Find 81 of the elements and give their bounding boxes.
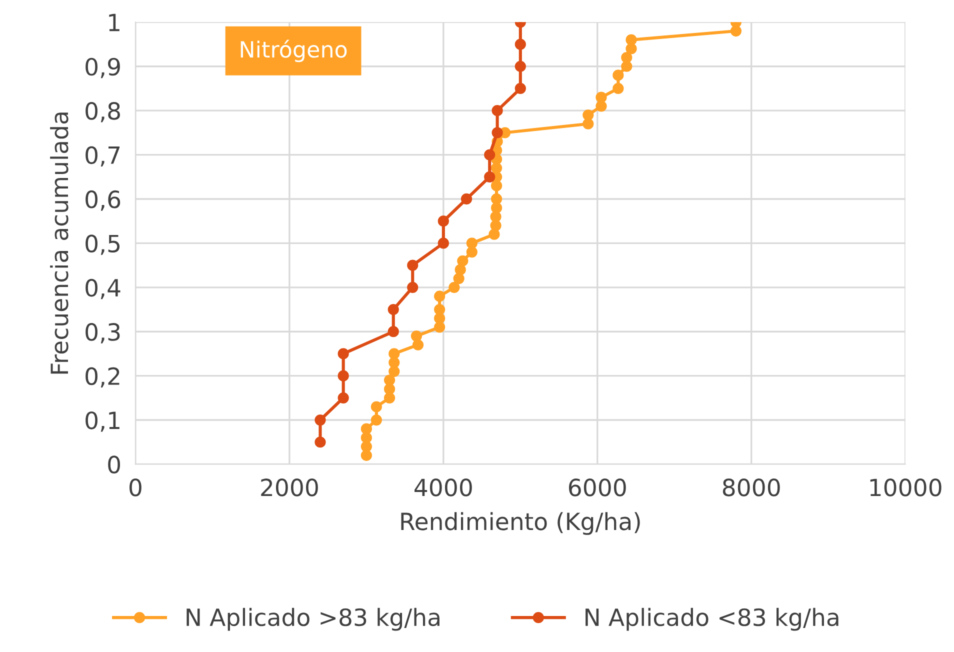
point — [612, 82, 624, 94]
point — [338, 370, 349, 382]
x-tick-label: 6000 — [569, 478, 626, 496]
point — [460, 193, 472, 205]
point — [582, 118, 594, 130]
point — [457, 255, 468, 266]
point — [384, 384, 396, 395]
point — [388, 326, 399, 338]
point — [407, 260, 418, 271]
point — [388, 348, 400, 360]
point — [582, 109, 594, 121]
point — [434, 322, 446, 333]
point — [388, 304, 399, 316]
y-tick-label: 0,3 — [86, 323, 120, 344]
y-axis-title: Frecuencia acumulada — [50, 112, 68, 374]
point — [438, 238, 449, 249]
y-tick-label: 0,8 — [86, 102, 120, 122]
point — [438, 216, 449, 227]
point — [492, 105, 503, 116]
point — [384, 374, 396, 386]
legend-label: N Aplicado <83 kg/ha — [586, 608, 838, 631]
point — [492, 127, 503, 138]
y-tick-label: 0,5 — [86, 234, 120, 255]
point — [384, 392, 396, 404]
point — [514, 38, 526, 50]
y-tick-label: 0,6 — [86, 190, 120, 211]
legend-label: N Aplicado >83 kg/ha — [186, 608, 440, 631]
point — [360, 432, 372, 444]
point — [730, 25, 742, 37]
point — [453, 273, 464, 284]
point — [434, 290, 446, 302]
point — [490, 180, 502, 192]
point — [490, 220, 502, 232]
point — [360, 440, 372, 452]
x-tick-label: 8000 — [722, 478, 780, 496]
point — [388, 366, 400, 377]
point — [514, 82, 526, 94]
y-tick-label: 0,7 — [86, 146, 120, 166]
point — [596, 92, 607, 103]
point — [314, 436, 326, 448]
point — [370, 401, 382, 412]
point — [484, 149, 496, 160]
point — [490, 162, 502, 174]
point — [388, 356, 400, 368]
x-tick-label: 10000 — [870, 478, 942, 496]
point — [410, 330, 422, 342]
point — [338, 392, 349, 404]
y-tick-label: 1 — [109, 14, 120, 32]
point — [466, 246, 478, 258]
point — [612, 70, 624, 81]
point — [514, 60, 526, 72]
point — [314, 414, 326, 426]
point — [626, 34, 637, 46]
x-axis-title: Rendimiento (Kg/ha) — [401, 512, 640, 535]
point — [370, 414, 382, 426]
point — [360, 450, 372, 461]
point — [490, 211, 502, 222]
x-tick-label: 2000 — [261, 478, 318, 496]
point — [434, 304, 446, 316]
point — [448, 282, 460, 293]
point — [488, 228, 500, 240]
x-tick-label: 0 — [130, 478, 142, 496]
y-tick-label: 0,1 — [86, 411, 120, 432]
point — [338, 348, 349, 360]
y-tick-label: 0 — [108, 456, 120, 474]
annotation: Nitrógeno — [240, 40, 347, 62]
point — [466, 238, 478, 249]
point — [434, 312, 446, 324]
y-tick-label: 0,4 — [86, 278, 120, 300]
point — [490, 193, 502, 205]
point — [621, 52, 632, 64]
point — [490, 202, 502, 214]
y-tick-label: 0,9 — [86, 58, 120, 78]
point — [621, 60, 632, 72]
point — [360, 423, 372, 434]
y-tick-label: 0,2 — [86, 367, 120, 388]
point — [484, 171, 496, 182]
point — [407, 282, 418, 293]
point — [454, 264, 466, 276]
point — [412, 339, 424, 350]
x-tick-label: 4000 — [414, 478, 472, 496]
